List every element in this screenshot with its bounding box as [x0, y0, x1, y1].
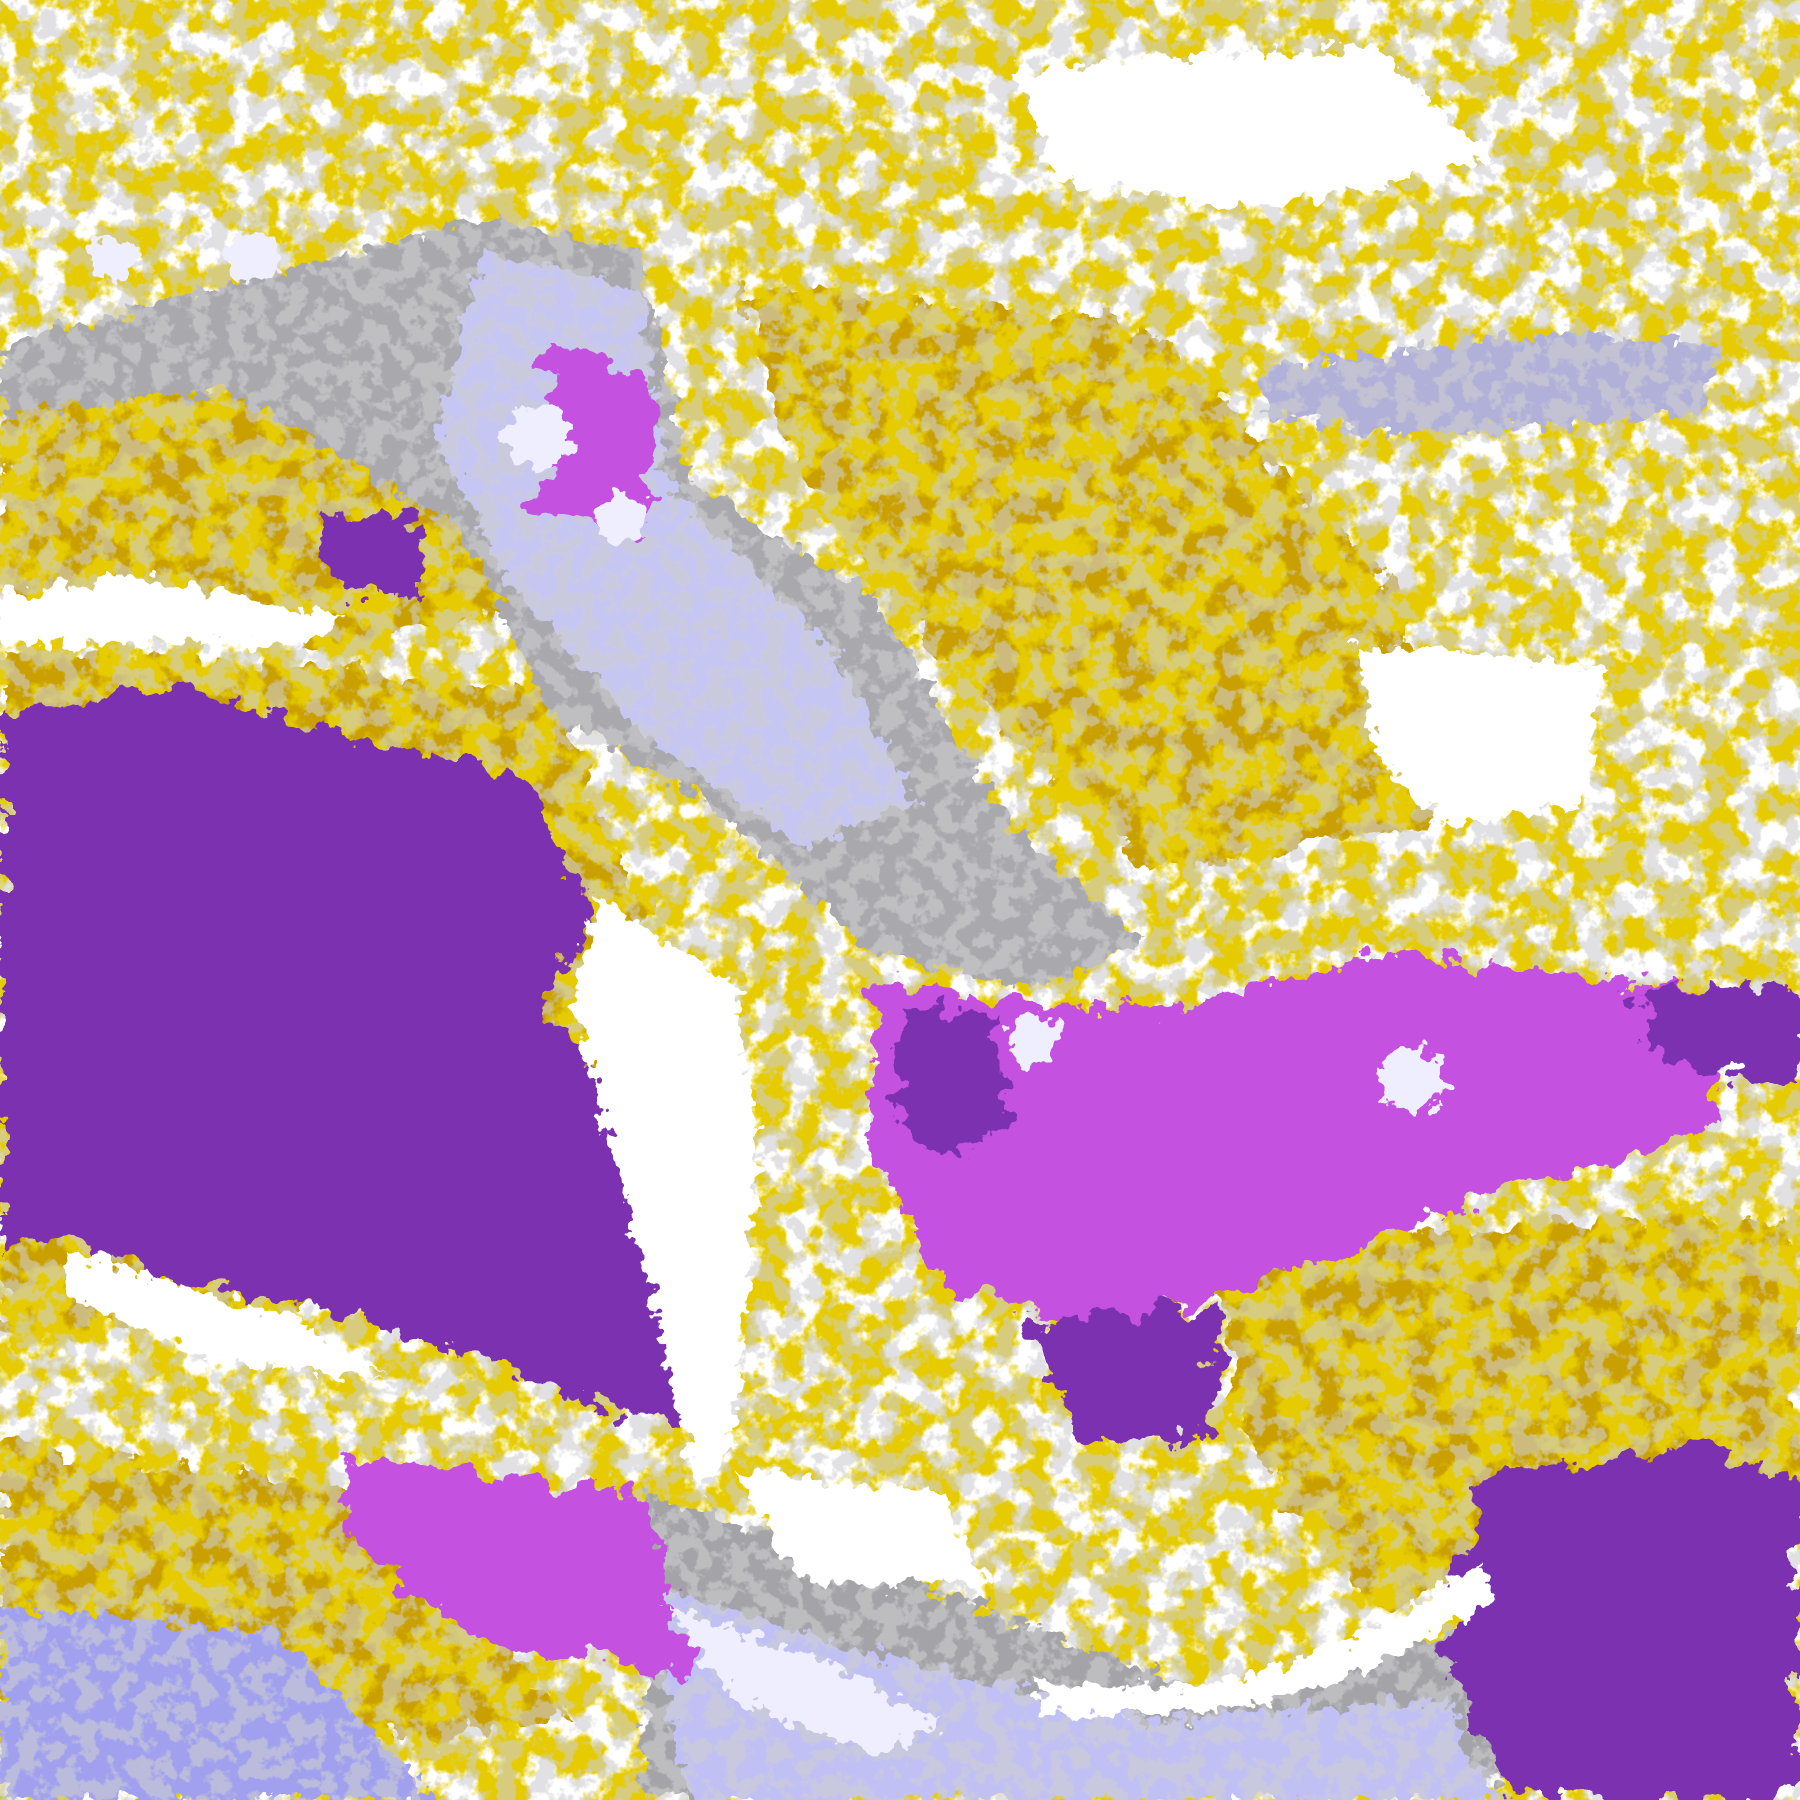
- purple-zone: [321, 510, 425, 597]
- clear-area: [1033, 1561, 1493, 1717]
- cloud-top: [505, 401, 574, 471]
- cloud-top: [665, 1607, 942, 1757]
- purple-zone: [1033, 1308, 1217, 1447]
- cloud-top: [91, 235, 138, 282]
- clear-areas: [0, 45, 1608, 1717]
- clear-area: [0, 573, 345, 643]
- cloud-top: [594, 491, 646, 542]
- magenta-zone: [539, 344, 655, 540]
- clear-area: [1010, 45, 1493, 207]
- purple-zone: [0, 688, 701, 1424]
- clear-area: [573, 895, 758, 1493]
- cloud-top: [1007, 1013, 1059, 1065]
- clear-area: [68, 1251, 379, 1378]
- clear-area: [1354, 642, 1608, 827]
- magenta-zones: [344, 344, 1722, 1677]
- purple-zone: [895, 1010, 1011, 1160]
- clear-area: [734, 1469, 988, 1585]
- purple-zone: [1630, 987, 1800, 1080]
- cloud-top: [227, 233, 278, 284]
- bright-clouds: [91, 233, 1445, 1757]
- purple-zone: [1446, 1446, 1800, 1800]
- cloud-top: [1379, 1046, 1445, 1112]
- magenta-zone: [872, 952, 1722, 1332]
- magenta-zone: [344, 1457, 701, 1677]
- purple-zones: [0, 510, 1800, 1800]
